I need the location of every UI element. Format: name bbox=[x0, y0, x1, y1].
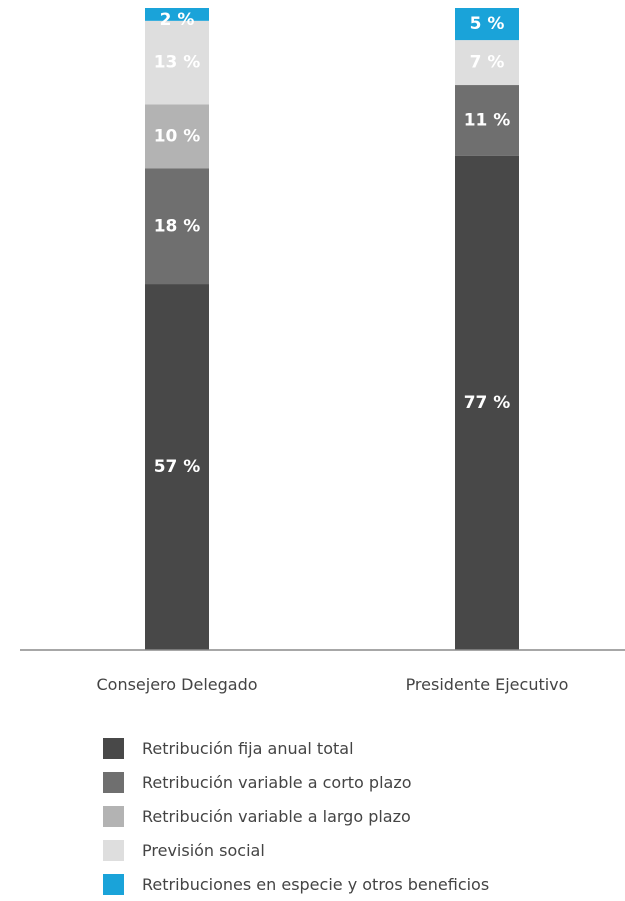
legend-label: Retribución fija anual total bbox=[142, 739, 354, 758]
legend-label: Retribuciones en especie y otros benefic… bbox=[142, 875, 489, 894]
segment-value-label: 10 % bbox=[154, 126, 201, 146]
category-labels-group: Consejero Delegado Presidente Ejecutivo bbox=[96, 675, 568, 694]
legend-swatch bbox=[103, 840, 124, 861]
legend-item: Retribución variable a corto plazo bbox=[103, 765, 489, 799]
bars-group bbox=[145, 8, 519, 650]
legend-swatch bbox=[103, 772, 124, 793]
legend-label: Previsión social bbox=[142, 841, 265, 860]
segment-value-label: 7 % bbox=[470, 53, 505, 73]
segment-value-label: 18 % bbox=[154, 216, 201, 236]
legend-item: Previsión social bbox=[103, 833, 489, 867]
segment-value-label: 77 % bbox=[464, 393, 511, 413]
legend-swatch bbox=[103, 738, 124, 759]
stacked-bar-chart: 57 % 18 % 10 % 13 % 2 % 77 % 11 % 7 % 5 % Consej… bbox=[0, 0, 625, 720]
category-label: Presidente Ejecutivo bbox=[406, 675, 569, 694]
legend: Retribución fija anual total Retribución … bbox=[103, 731, 489, 901]
legend-swatch bbox=[103, 874, 124, 895]
segment-value-label: 2 % bbox=[160, 10, 195, 30]
category-label: Consejero Delegado bbox=[96, 675, 257, 694]
legend-item: Retribuciones en especie y otros benefic… bbox=[103, 867, 489, 901]
segment-value-label: 57 % bbox=[154, 457, 201, 477]
legend-label: Retribución variable a corto plazo bbox=[142, 773, 412, 792]
legend-item: Retribución variable a largo plazo bbox=[103, 799, 489, 833]
legend-label: Retribución variable a largo plazo bbox=[142, 807, 411, 826]
segment-value-label: 11 % bbox=[464, 110, 511, 130]
segment-value-label: 5 % bbox=[470, 14, 505, 34]
segment-value-label: 13 % bbox=[154, 53, 201, 73]
legend-swatch bbox=[103, 806, 124, 827]
legend-item: Retribución fija anual total bbox=[103, 731, 489, 765]
